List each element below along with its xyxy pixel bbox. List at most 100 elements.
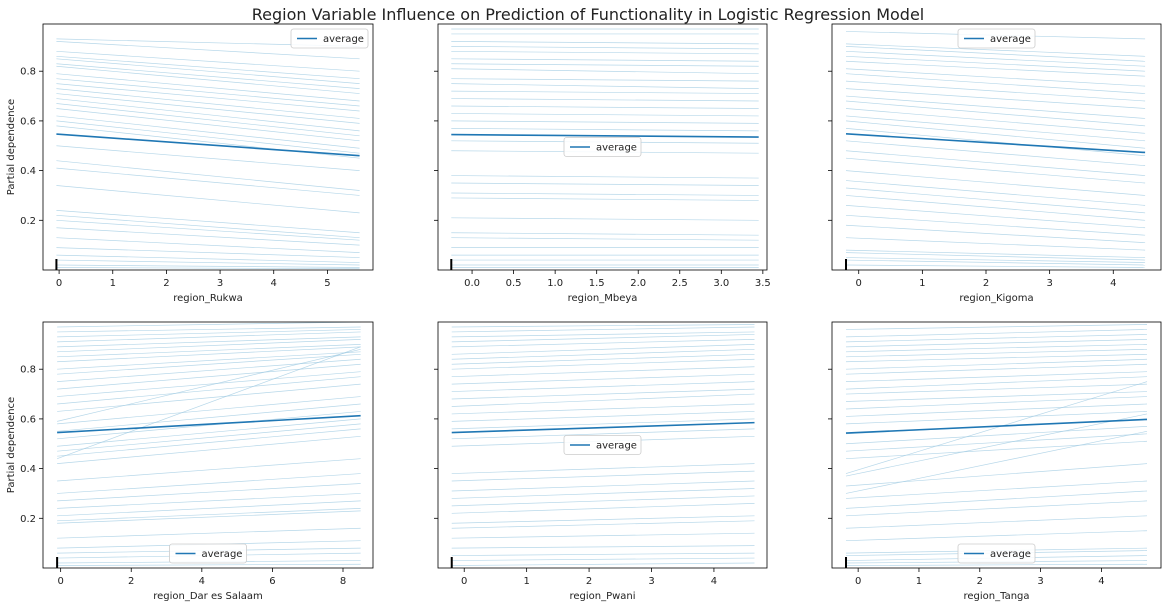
ice-line [57, 411, 361, 440]
x-tick-label: 3 [217, 278, 223, 289]
ice-line [845, 463, 1148, 487]
y-tick-label: 0.6 [20, 414, 36, 425]
ice-line [451, 488, 755, 499]
x-tick-label: 3.5 [755, 278, 771, 289]
legend: average [957, 543, 1036, 564]
x-tick-label: 3 [648, 576, 654, 587]
subplot-1: 0 1 2 3 4 5 0.2 0.4 0.6 0.8 region_Rukwa Partial de… [6, 23, 374, 304]
ice-line [56, 346, 361, 459]
ice-line [845, 396, 1148, 410]
axes-frame [437, 321, 768, 569]
ice-line [57, 351, 361, 370]
plot-area [56, 322, 361, 568]
ice-line [56, 103, 360, 137]
ice-line [845, 490, 1148, 509]
x-tick-label: 1 [523, 576, 529, 587]
ice-line [451, 344, 755, 355]
ice-line [451, 46, 759, 50]
x-tick-label: 4 [1110, 278, 1116, 289]
ice-line [451, 545, 755, 549]
ice-line [451, 113, 759, 117]
ice-line [57, 428, 361, 457]
x-tick-label: 8 [340, 576, 346, 587]
ice-line [57, 396, 361, 425]
ice-line [845, 140, 1146, 166]
x-axis-label: region_Tanga [963, 591, 1029, 602]
ice-line [56, 267, 360, 270]
axes-frame [831, 23, 1162, 271]
ice-line [845, 128, 1146, 157]
legend-label: average [323, 34, 364, 45]
y-tick-label: 0.2 [20, 216, 36, 227]
ice-line [845, 95, 1146, 119]
ice-line [56, 259, 360, 266]
ice-line [57, 329, 361, 338]
x-axis-label: region_Dar es Salaam [153, 591, 263, 602]
ice-line [845, 353, 1148, 363]
ice-line [451, 237, 759, 241]
ice-line [845, 252, 1146, 261]
ice-line [56, 58, 360, 84]
average-line [845, 133, 1146, 154]
ice-line [451, 532, 755, 539]
ice-line [57, 403, 361, 432]
ice-line [845, 214, 1146, 236]
ice-line [57, 363, 361, 390]
ice-line [845, 324, 1148, 330]
x-tick-label: 2 [586, 576, 592, 587]
x-axis-label: region_Kigoma [959, 293, 1033, 304]
ice-line [845, 358, 1148, 370]
ice-line [845, 46, 1146, 62]
ice-line [451, 418, 755, 430]
ice-line [451, 217, 759, 221]
ice-line [845, 108, 1146, 134]
ice-line [56, 41, 360, 60]
ice-line [845, 157, 1146, 184]
ice-line [57, 508, 361, 522]
axes-frame [437, 23, 768, 271]
ice-line [451, 105, 759, 109]
ice-line [56, 247, 360, 258]
ice-line [57, 344, 361, 358]
ice-line [57, 371, 361, 397]
legend: average [957, 28, 1036, 49]
legend-label: average [990, 34, 1031, 45]
ice-line [451, 182, 759, 186]
ice-line [845, 180, 1146, 206]
x-tick-label: 2 [983, 278, 989, 289]
ice-line [57, 383, 361, 412]
ice-line [56, 98, 360, 132]
ice-line [56, 108, 360, 142]
ice-line [845, 348, 1148, 358]
ice-line [56, 145, 360, 171]
ice-line [451, 388, 755, 400]
ice-line [56, 78, 360, 107]
ice-line [56, 237, 360, 253]
ice-line [845, 187, 1146, 214]
ice-line [57, 331, 361, 343]
ice-line [845, 426, 1148, 445]
ice-line [845, 195, 1146, 221]
ice-line [56, 227, 360, 246]
x-tick-label: 0.5 [506, 278, 522, 289]
ice-line [451, 393, 755, 407]
average-line [845, 418, 1148, 434]
ice-line [845, 43, 1146, 57]
ice-line [845, 391, 1148, 402]
ice-line [451, 339, 755, 348]
ice-line [845, 500, 1148, 517]
ice-line [451, 50, 759, 55]
legend-box [957, 28, 1036, 49]
legend: average [563, 435, 642, 455]
ice-line [451, 428, 755, 440]
legend-label: average [990, 549, 1031, 560]
ice-line [451, 334, 755, 343]
legend: average [563, 137, 642, 157]
ice-line [57, 563, 361, 566]
x-tick-label: 0.0 [464, 278, 480, 289]
ice-line [56, 88, 360, 119]
ice-line [57, 458, 361, 482]
x-tick-label: 2 [163, 278, 169, 289]
x-tick-label: 0 [56, 278, 62, 289]
